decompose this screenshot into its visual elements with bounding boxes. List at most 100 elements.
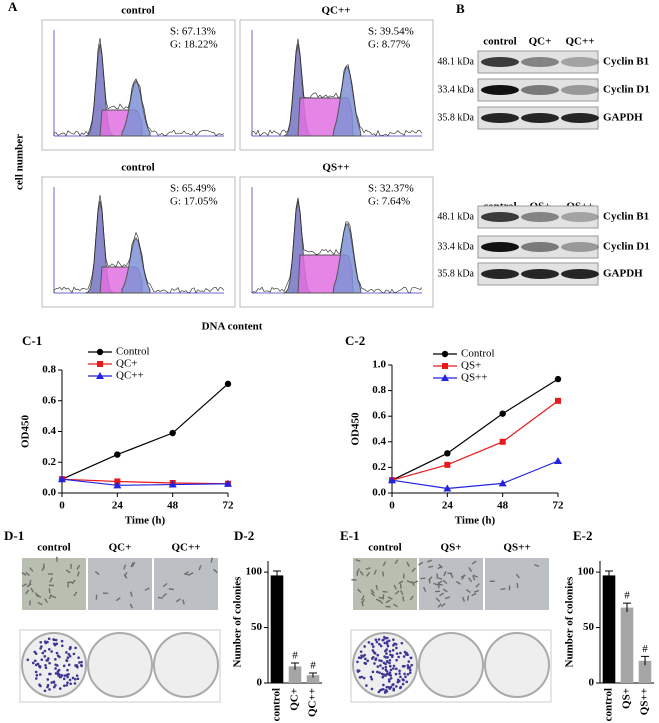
colony: [66, 681, 69, 685]
s-value: S: 65.49%: [170, 183, 216, 195]
cell: [130, 562, 134, 568]
cell: [28, 579, 32, 585]
x-axis-label: DNA content: [202, 321, 263, 333]
cell: [129, 591, 133, 597]
colony: [365, 684, 368, 687]
colony: [388, 659, 392, 662]
cell: [48, 588, 51, 594]
g-value: G: 18.22%: [170, 39, 218, 51]
colony: [78, 661, 81, 664]
band: [561, 242, 599, 252]
colony: [40, 658, 44, 661]
colony: [371, 670, 375, 674]
cell: [361, 595, 365, 601]
band: [521, 269, 559, 279]
colony: [383, 641, 387, 645]
colony: [52, 638, 55, 641]
cell: [462, 596, 466, 602]
colony: [46, 678, 50, 681]
colony: [391, 648, 395, 652]
cell: [370, 589, 375, 594]
cell: [378, 596, 384, 600]
colony: [385, 652, 388, 655]
cell: [460, 574, 466, 579]
colony: [394, 672, 398, 676]
colony: [370, 687, 374, 691]
cell: [71, 579, 76, 585]
colony: [57, 674, 60, 677]
colony: [405, 680, 409, 684]
colony: [47, 657, 50, 660]
cell: [357, 588, 362, 594]
colony: [392, 687, 396, 691]
legend-label: QC++: [116, 370, 144, 382]
cell: [428, 565, 434, 568]
y-tick-label: 0: [589, 677, 595, 689]
bar: [638, 660, 652, 683]
colony: [62, 664, 66, 668]
cell: [351, 578, 357, 581]
colony: [384, 656, 388, 659]
cell: [437, 580, 443, 584]
cell: [213, 568, 218, 574]
series-line: [61, 478, 229, 486]
colony: [385, 640, 389, 643]
colony: [68, 647, 72, 651]
colony: [43, 640, 47, 643]
column-label: QS++: [503, 542, 530, 554]
colony: [363, 645, 366, 648]
cell: [468, 567, 473, 572]
cell: [398, 580, 404, 585]
colony: [46, 640, 49, 644]
histogram-line: [53, 195, 225, 294]
cell: [409, 595, 414, 601]
y-tick-label: 0.0: [42, 487, 56, 499]
lane-label: QC++: [565, 36, 594, 48]
legend-label: QS++: [461, 372, 487, 384]
kda-label: 33.4 kDa: [437, 241, 474, 252]
cell: [36, 593, 42, 598]
cell: [370, 592, 376, 597]
x-tick-label: control: [603, 688, 615, 721]
colony: [56, 654, 60, 657]
kda-label: 35.8 kDa: [437, 268, 474, 279]
cell: [475, 583, 480, 588]
kda-label: 48.1 kDa: [437, 56, 474, 67]
series-line: [61, 478, 229, 485]
cell: [30, 587, 34, 593]
cell: [387, 596, 393, 600]
colony: [52, 685, 56, 689]
error-bar: [273, 570, 281, 580]
colony: [376, 670, 379, 674]
cell: [26, 583, 32, 588]
annotation: #: [642, 643, 648, 655]
cell: [472, 574, 478, 578]
cell: [402, 596, 405, 602]
kda-label: 33.4 kDa: [437, 84, 474, 95]
g-value: G: 8.77%: [368, 39, 410, 51]
cell: [406, 561, 410, 567]
cell: [355, 558, 361, 562]
colony: [374, 638, 378, 642]
colony: [372, 645, 375, 648]
band: [521, 85, 559, 95]
colony: [401, 678, 405, 681]
marker: [554, 457, 562, 464]
panel-label: A: [8, 0, 18, 14]
colony: [389, 674, 393, 677]
colony: [66, 656, 70, 659]
micrograph: [419, 558, 483, 610]
cell: [365, 567, 371, 570]
colony: [62, 677, 66, 681]
colony: [385, 673, 389, 676]
bar: [620, 607, 634, 683]
colony: [407, 666, 410, 669]
colony: [366, 659, 370, 663]
x-tick-label: 48: [497, 500, 509, 512]
colony: [362, 676, 366, 680]
colony: [389, 676, 393, 680]
plot-title: control: [121, 162, 154, 174]
colony: [370, 677, 374, 681]
g2-peak: [332, 223, 362, 294]
cell: [471, 560, 477, 565]
